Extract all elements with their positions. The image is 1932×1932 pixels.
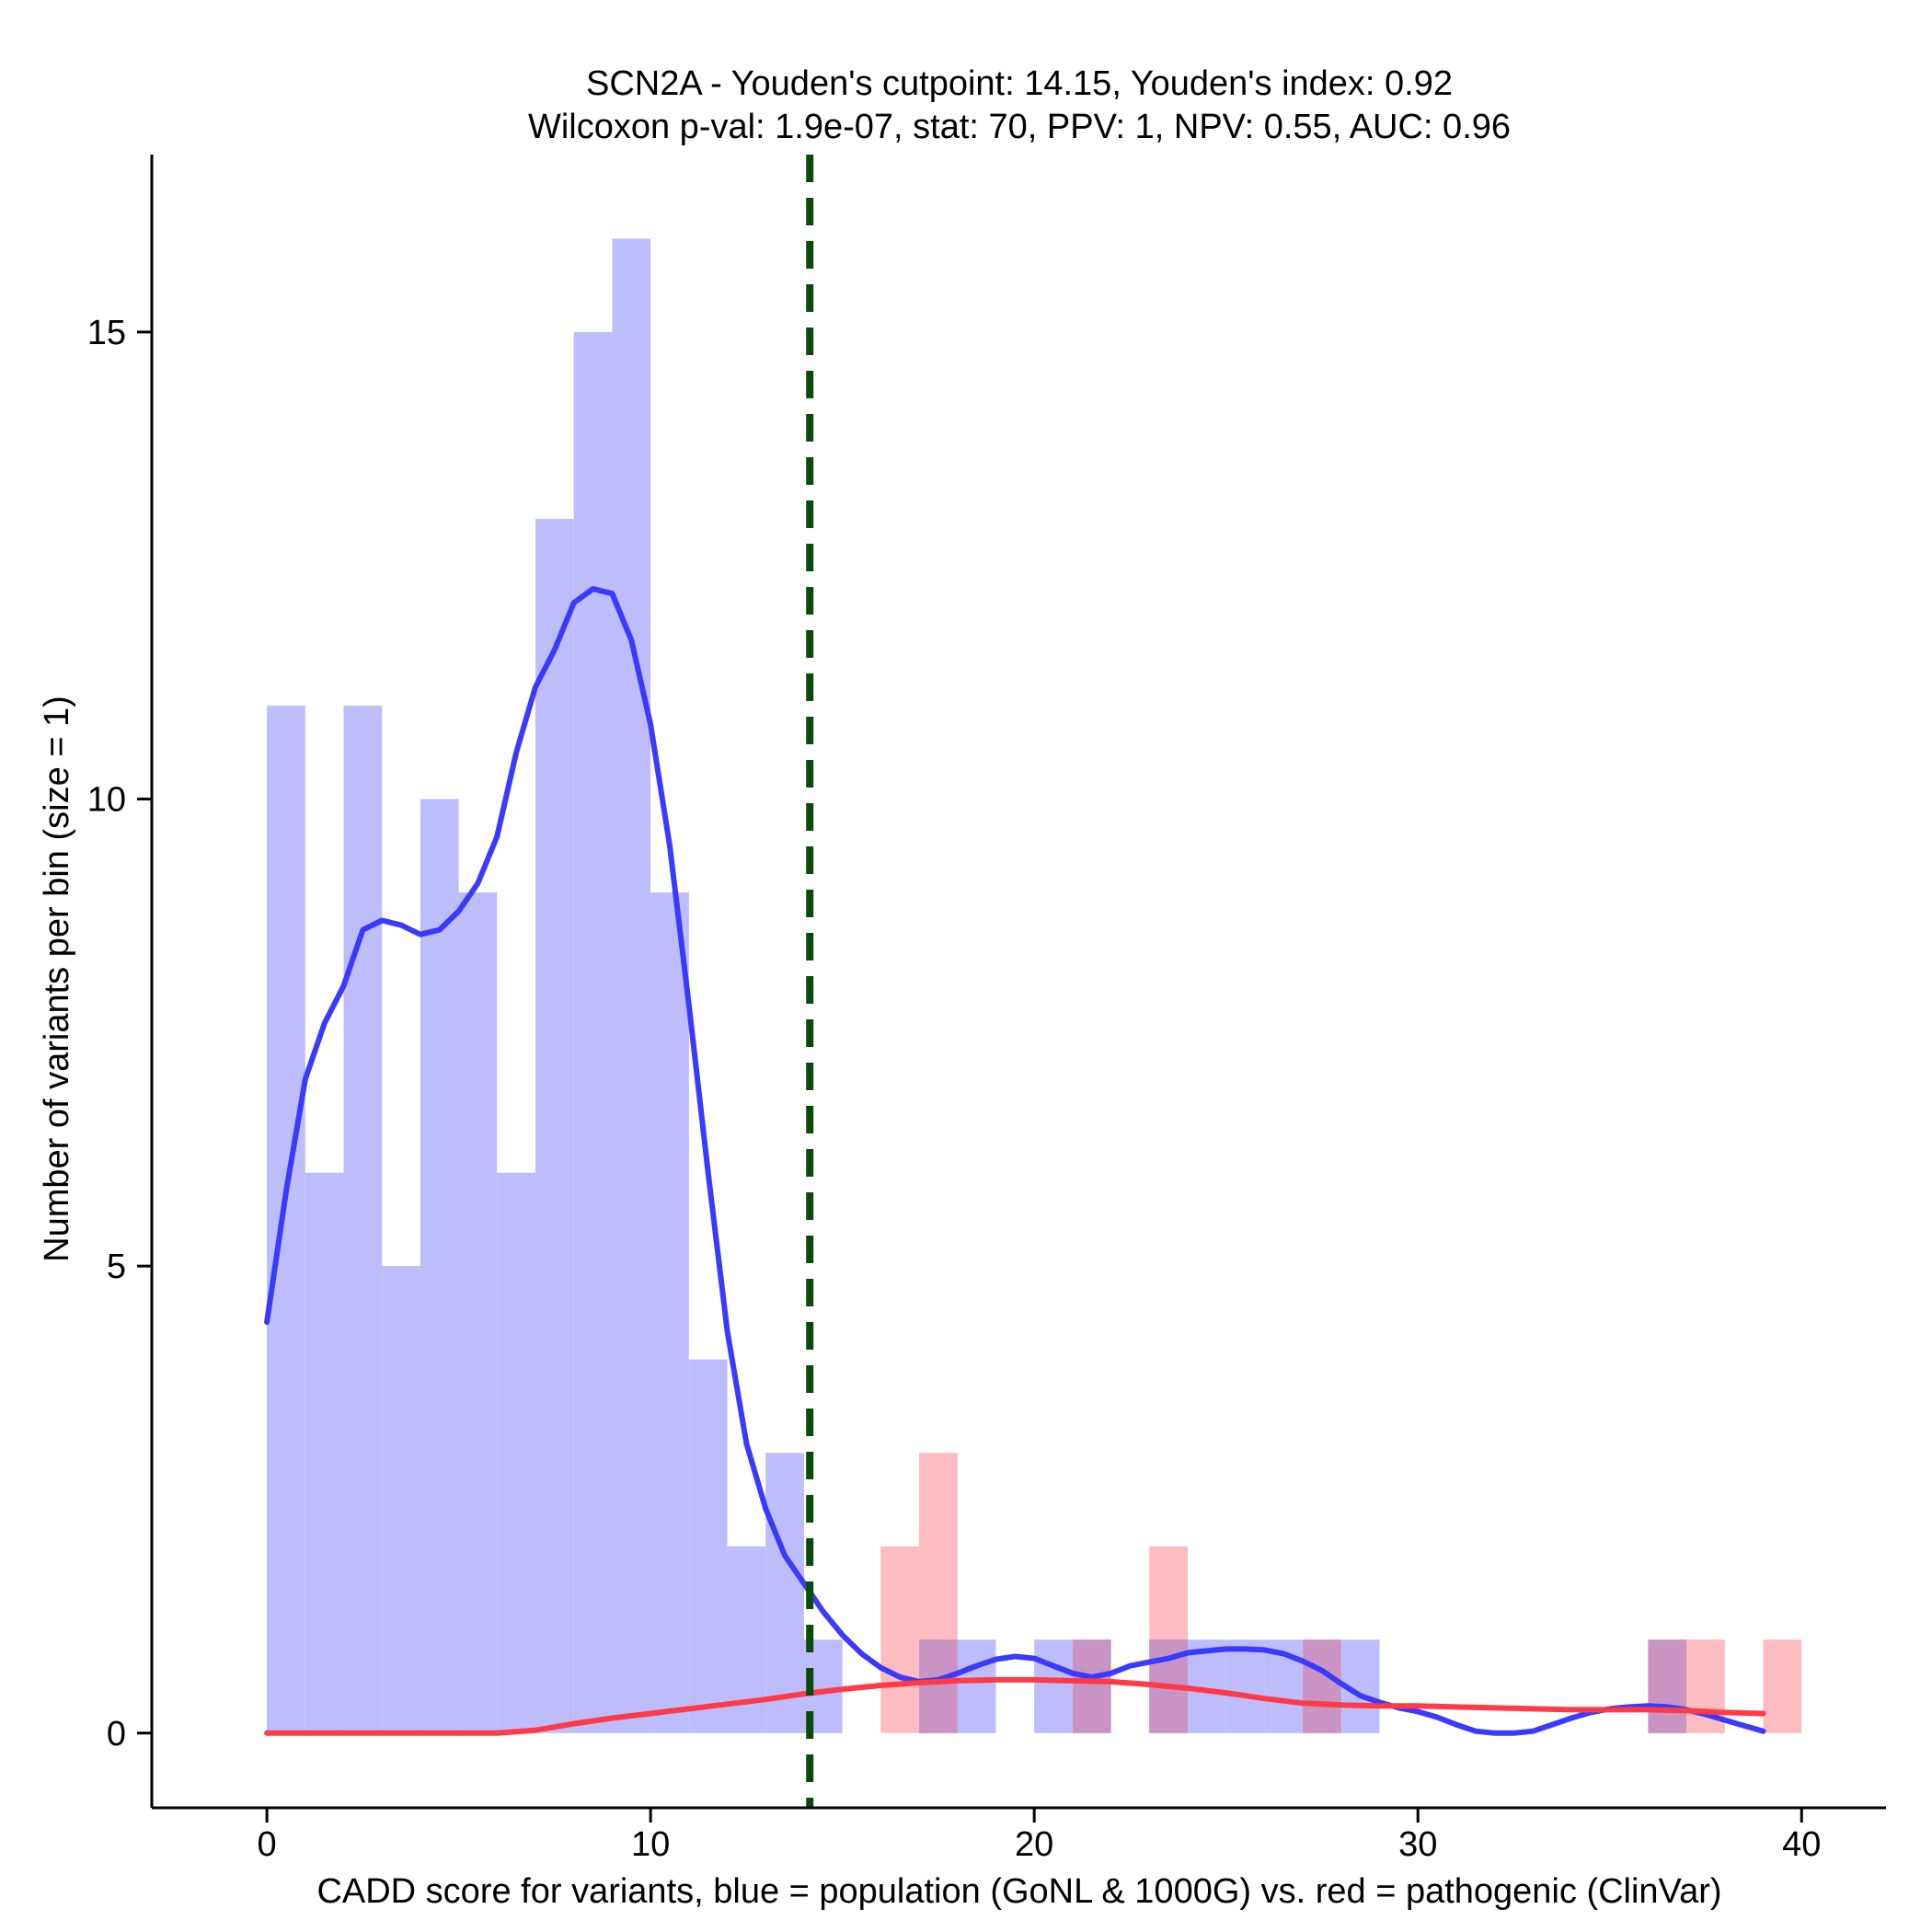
- population-bar: [1225, 1639, 1265, 1733]
- population-histogram: [267, 238, 1687, 1733]
- population-bar: [1034, 1639, 1073, 1733]
- population-bar: [957, 1639, 996, 1733]
- population-bar: [382, 1266, 420, 1733]
- pathogenic-bar: [1763, 1639, 1802, 1733]
- population-bar: [765, 1453, 804, 1733]
- y-axis-title: Number of variants per bin (size = 1): [38, 696, 76, 1262]
- y-tick-label: 5: [107, 1248, 126, 1286]
- y-axis-ticks: 0 5 10 15: [87, 314, 152, 1754]
- x-axis-title: CADD score for variants, blue = populati…: [316, 1872, 1721, 1911]
- population-bar: [688, 1359, 728, 1733]
- population-bar: [612, 238, 651, 1733]
- population-bar: [650, 892, 689, 1733]
- pathogenic-bar: [880, 1546, 920, 1733]
- chart-title: SCN2A - Youden's cutpoint: 14.15, Youden…: [586, 64, 1453, 103]
- population-bar: [497, 1172, 536, 1733]
- x-tick-label: 0: [258, 1825, 277, 1864]
- population-bar: [420, 799, 459, 1733]
- overlap-bar: [919, 1639, 958, 1733]
- population-bar: [267, 706, 305, 1733]
- x-tick-label: 40: [1782, 1825, 1821, 1864]
- x-axis-ticks: 0 10 20 30 40: [258, 1808, 1821, 1864]
- y-tick-label: 15: [87, 314, 126, 352]
- overlap-bar: [1648, 1639, 1687, 1733]
- x-tick-label: 30: [1398, 1825, 1437, 1864]
- population-bar: [573, 331, 613, 1733]
- chart-subtitle: Wilcoxon p-val: 1.9e-07, stat: 70, PPV: …: [528, 108, 1511, 146]
- overlap-bar: [1072, 1639, 1111, 1733]
- population-bar: [305, 1172, 344, 1733]
- overlap-bar: [1303, 1639, 1341, 1733]
- population-bar: [458, 892, 498, 1733]
- population-bar: [343, 706, 383, 1733]
- x-tick-label: 20: [1015, 1825, 1053, 1864]
- x-tick-label: 10: [631, 1825, 670, 1864]
- y-tick-label: 0: [107, 1715, 126, 1754]
- y-tick-label: 10: [87, 781, 126, 820]
- population-bar: [535, 518, 574, 1733]
- pathogenic-density-curve: [264, 1676, 1766, 1736]
- population-density-curve: [264, 586, 1766, 1736]
